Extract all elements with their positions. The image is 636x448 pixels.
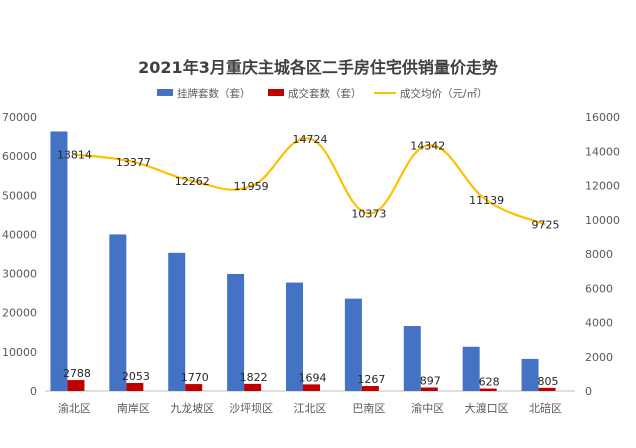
x-tick-label: 南岸区 — [117, 402, 150, 415]
x-tick-label: 渝中区 — [411, 401, 444, 415]
price-line — [74, 137, 546, 226]
bar-deal — [479, 388, 497, 391]
bar-deal-data-label: 897 — [420, 374, 441, 387]
y-right-tick-label: 2000 — [585, 351, 613, 364]
bar-deal — [361, 386, 379, 391]
y-right-tick-label: 8000 — [585, 248, 613, 261]
x-tick-label: 大渡口区 — [465, 401, 509, 415]
y-left-tick-label: 40000 — [2, 228, 37, 241]
price-data-label: 13814 — [57, 148, 92, 161]
y-left-tick-label: 30000 — [2, 268, 37, 281]
price-data-label: 10373 — [351, 207, 386, 220]
price-data-label: 12262 — [175, 175, 210, 188]
bar-listing — [168, 252, 186, 391]
bar-deal-data-label: 1822 — [240, 371, 268, 384]
bar-deal — [303, 384, 320, 391]
price-data-label: 13377 — [116, 156, 151, 169]
bar-listing — [344, 298, 362, 391]
legend-label: 成交均价（元/㎡） — [400, 87, 488, 100]
y-right-tick-label: 16000 — [585, 111, 620, 124]
y-left-tick-label: 50000 — [2, 189, 37, 202]
bar-listing — [109, 234, 127, 391]
bar-deal-data-label: 628 — [479, 376, 500, 389]
legend-label: 挂牌套数（套） — [177, 87, 251, 100]
legend-label: 成交套数（套） — [288, 87, 362, 100]
bar-deal-data-label: 1770 — [181, 371, 209, 384]
y-right-tick-label: 12000 — [585, 180, 620, 193]
y-right-tick-label: 6000 — [585, 282, 613, 295]
bar-deal-data-label: 2788 — [63, 367, 91, 380]
y-right-tick-label: 0 — [585, 385, 592, 398]
price-data-label: 11959 — [234, 180, 269, 193]
x-tick-label: 沙坪坝区 — [229, 401, 273, 415]
bar-deal — [185, 384, 203, 391]
y-left-tick-label: 20000 — [2, 307, 37, 320]
y-left-tick-label: 10000 — [2, 346, 37, 359]
bar-listing — [403, 326, 421, 391]
y-left-tick-label: 70000 — [2, 111, 37, 124]
bar-listing — [286, 282, 303, 391]
bar-deal-data-label: 805 — [538, 375, 559, 388]
bar-deal-data-label: 1694 — [299, 371, 327, 384]
legend-swatch-bar — [268, 89, 284, 96]
bar-deal — [420, 387, 438, 391]
bar-deal-data-label: 2053 — [122, 370, 150, 383]
chart-title: 2021年3月重庆主城各区二手房住宅供销量价走势 — [138, 58, 498, 77]
bar-listing — [227, 273, 245, 391]
y-right-tick-label: 10000 — [585, 214, 620, 227]
x-tick-label: 巴南区 — [352, 402, 385, 415]
price-data-label: 11139 — [469, 194, 504, 207]
y-right-tick-label: 4000 — [585, 317, 613, 330]
y-left-tick-label: 0 — [30, 385, 37, 398]
bar-deal — [126, 382, 144, 391]
y-left-tick-label: 60000 — [2, 150, 37, 163]
legend-swatch-bar — [157, 89, 173, 96]
price-data-label: 9725 — [532, 218, 560, 231]
bar-listing — [50, 131, 68, 392]
x-tick-label: 九龙坡区 — [170, 402, 214, 415]
bar-deal — [67, 380, 85, 391]
price-data-label: 14724 — [293, 133, 328, 146]
bar-listing — [521, 358, 539, 391]
bar-deal-data-label: 1267 — [357, 373, 385, 386]
x-tick-label: 江北区 — [294, 402, 327, 415]
bar-deal — [538, 387, 556, 391]
x-tick-label: 渝北区 — [58, 401, 91, 415]
x-tick-label: 北碚区 — [529, 401, 562, 415]
bar-deal — [244, 383, 262, 391]
price-data-label: 14342 — [410, 139, 445, 152]
bar-listing — [462, 346, 480, 391]
y-right-tick-label: 14000 — [585, 145, 620, 158]
